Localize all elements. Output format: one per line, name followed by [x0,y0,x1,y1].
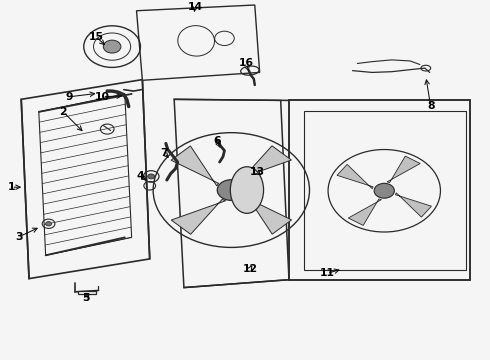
Text: 2: 2 [59,107,67,117]
Text: 16: 16 [239,58,253,68]
Polygon shape [137,5,260,80]
Circle shape [103,40,121,53]
Text: 5: 5 [82,293,90,303]
Circle shape [46,222,51,226]
Polygon shape [21,80,150,279]
Polygon shape [289,100,470,280]
Polygon shape [174,99,289,288]
Polygon shape [171,146,219,186]
Circle shape [148,174,155,179]
Text: 4: 4 [136,171,144,181]
Polygon shape [244,194,292,234]
Text: 8: 8 [427,102,435,112]
Polygon shape [171,199,225,234]
Text: 15: 15 [89,32,103,41]
Polygon shape [78,291,96,294]
Circle shape [374,183,394,198]
Polygon shape [237,146,292,181]
Polygon shape [337,165,373,189]
Text: 14: 14 [188,2,203,12]
Circle shape [217,180,245,201]
Text: 3: 3 [16,232,23,242]
Text: 11: 11 [319,268,335,278]
Text: 1: 1 [8,182,15,192]
Text: 7: 7 [161,148,168,158]
Text: 12: 12 [243,264,257,274]
Polygon shape [395,193,432,217]
Text: 13: 13 [249,167,265,177]
Polygon shape [387,156,420,183]
Text: 9: 9 [65,92,73,102]
Polygon shape [348,199,381,225]
Ellipse shape [230,167,264,213]
Text: 10: 10 [95,92,110,102]
Text: 6: 6 [213,136,221,146]
